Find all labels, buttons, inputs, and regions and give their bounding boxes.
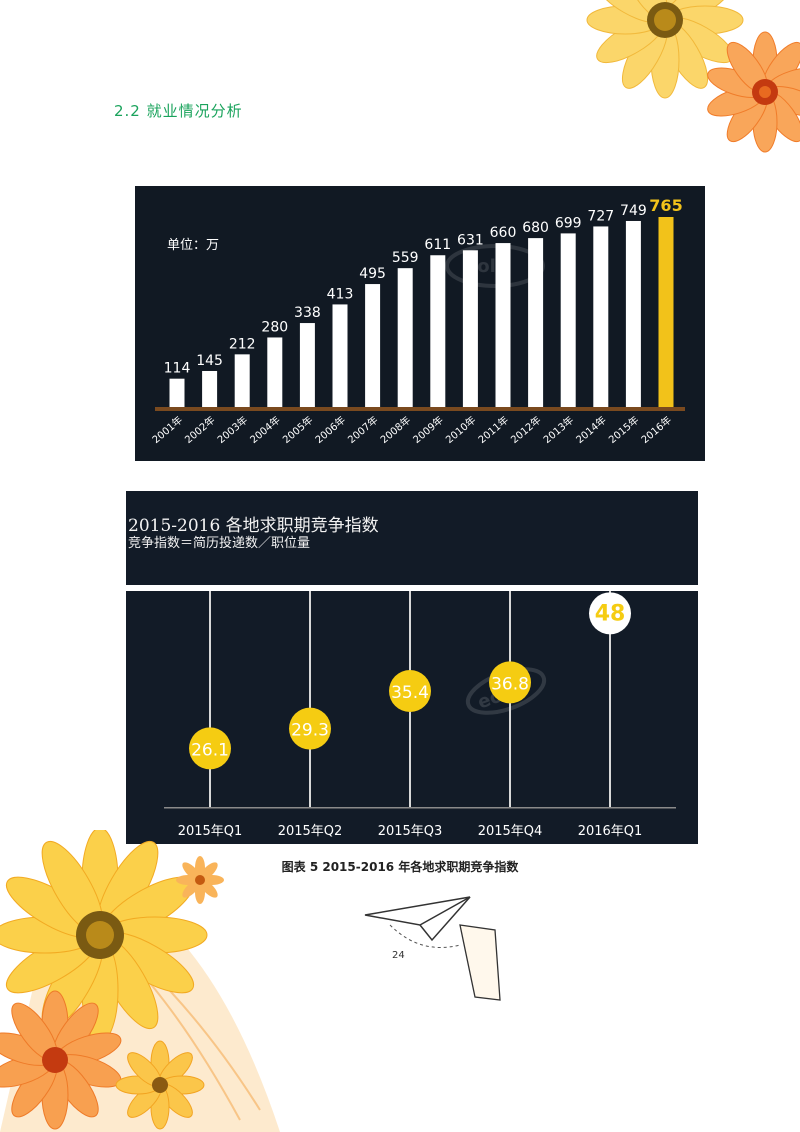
bar-2005年 — [299, 323, 315, 407]
bar-value-label: 114 — [164, 361, 191, 377]
x-tick-label: 2004年 — [247, 413, 283, 446]
x-tick-label: 2011年 — [475, 413, 511, 446]
page-number: 24 — [392, 950, 405, 961]
bar-value-label: 727 — [587, 208, 614, 224]
x-tick-label: 2016年Q1 — [578, 824, 643, 839]
bar-value-label: 765 — [649, 196, 682, 215]
bar-2015年 — [625, 220, 641, 407]
chart-baseline — [155, 407, 685, 411]
bar-2006年 — [332, 304, 348, 407]
bar-2008年 — [397, 268, 413, 407]
bar-value-label: 495 — [359, 266, 386, 282]
bar-value-label: 611 — [424, 237, 451, 253]
bar-2007年 — [365, 284, 381, 407]
bar-2011年 — [495, 243, 511, 407]
chart-subtitle: 竞争指数＝简历投递数／职位量 — [128, 536, 311, 551]
graduates-bar-chart: 单位：万 eol 114 145 212 280 338 413 495 559 611 631 6… — [135, 186, 705, 461]
chart-baseline — [164, 807, 676, 809]
index-value-label: 48 — [595, 601, 626, 626]
bar-2010年 — [462, 250, 478, 407]
bar-2001年 — [169, 378, 185, 407]
bar-2012年 — [528, 238, 544, 407]
bar-value-label: 338 — [294, 305, 321, 321]
bar-2013年 — [560, 233, 576, 407]
bar-value-label: 280 — [261, 319, 288, 335]
x-tick-label: 2005年 — [280, 413, 316, 446]
x-tick-label: 2010年 — [443, 413, 479, 446]
x-tick-label: 2015年Q4 — [478, 824, 543, 839]
bar-value-label: 413 — [327, 286, 354, 302]
bar-value-label: 631 — [457, 232, 484, 248]
chart-title: 2015-2016 各地求职期竞争指数 — [128, 516, 379, 536]
index-chart-svg: eol 26.129.335.4 36.848 2015年Q1 2015年Q2 201… — [164, 591, 676, 839]
index-bubble-2015年Q1 — [189, 727, 231, 770]
x-tick-label: 2015年Q1 — [178, 824, 243, 839]
index-bubble-2015年Q2 — [289, 707, 331, 750]
paper-plane-icon — [364, 896, 501, 1001]
x-tick-label: 2014年 — [573, 413, 609, 446]
bar-2016年 — [658, 217, 674, 407]
bar-value-label: 559 — [392, 250, 419, 266]
bar-value-label: 680 — [522, 220, 549, 236]
x-tick-label: 2001年 — [149, 413, 185, 446]
x-tick-label: 2015年Q2 — [278, 824, 343, 839]
index-value-label: 29.3 — [291, 721, 329, 741]
bar-value-label: 212 — [229, 336, 256, 352]
index-value-label: 36.8 — [491, 674, 529, 694]
index-value-label: 35.4 — [391, 683, 429, 703]
x-tick-label: 2013年 — [541, 413, 577, 446]
bar-value-label: 660 — [490, 225, 517, 241]
x-tick-label: 2009年 — [410, 413, 446, 446]
header-divider — [126, 585, 698, 591]
x-tick-label: 2012年 — [508, 413, 544, 446]
x-tick-label: 2002年 — [182, 413, 218, 446]
bar-2003年 — [234, 354, 250, 407]
x-tick-label: 2015年Q3 — [378, 824, 443, 839]
index-value-label: 26.1 — [191, 740, 229, 760]
bar-2002年 — [202, 370, 218, 407]
competition-index-chart: 2015-2016 各地求职期竞争指数 竞争指数＝简历投递数／职位量 eol 2… — [126, 491, 698, 844]
x-tick-label: 2008年 — [378, 413, 414, 446]
bar-value-label: 699 — [555, 215, 582, 231]
x-tick-label: 2006年 — [312, 413, 348, 446]
index-bubble-2015年Q3 — [389, 670, 431, 713]
index-bubble-2016年Q1 — [589, 592, 631, 635]
bar-2014年 — [593, 226, 609, 407]
bar-2009年 — [430, 255, 446, 407]
bar-value-label: 749 — [620, 203, 647, 219]
bar-2004年 — [267, 337, 283, 407]
x-tick-label: 2015年 — [606, 413, 642, 446]
flower-decoration-top-right-icon — [586, 0, 800, 153]
chart-header: 2015-2016 各地求职期竞争指数 竞争指数＝简历投递数／职位量 — [126, 491, 698, 585]
figure-caption: 图表 5 2015-2016 年各地求职期竞争指数 — [281, 860, 519, 874]
x-tick-label: 2003年 — [215, 413, 251, 446]
x-tick-label: 2007年 — [345, 413, 381, 446]
x-tick-label: 2016年 — [638, 413, 674, 446]
flower-decoration-bottom-left-icon — [0, 830, 280, 1132]
bar-value-label: 145 — [196, 353, 223, 369]
unit-label: 单位：万 — [167, 238, 219, 253]
section-heading: 2.2 就业情况分析 — [114, 102, 243, 120]
index-bubble-2015年Q4 — [489, 661, 531, 704]
